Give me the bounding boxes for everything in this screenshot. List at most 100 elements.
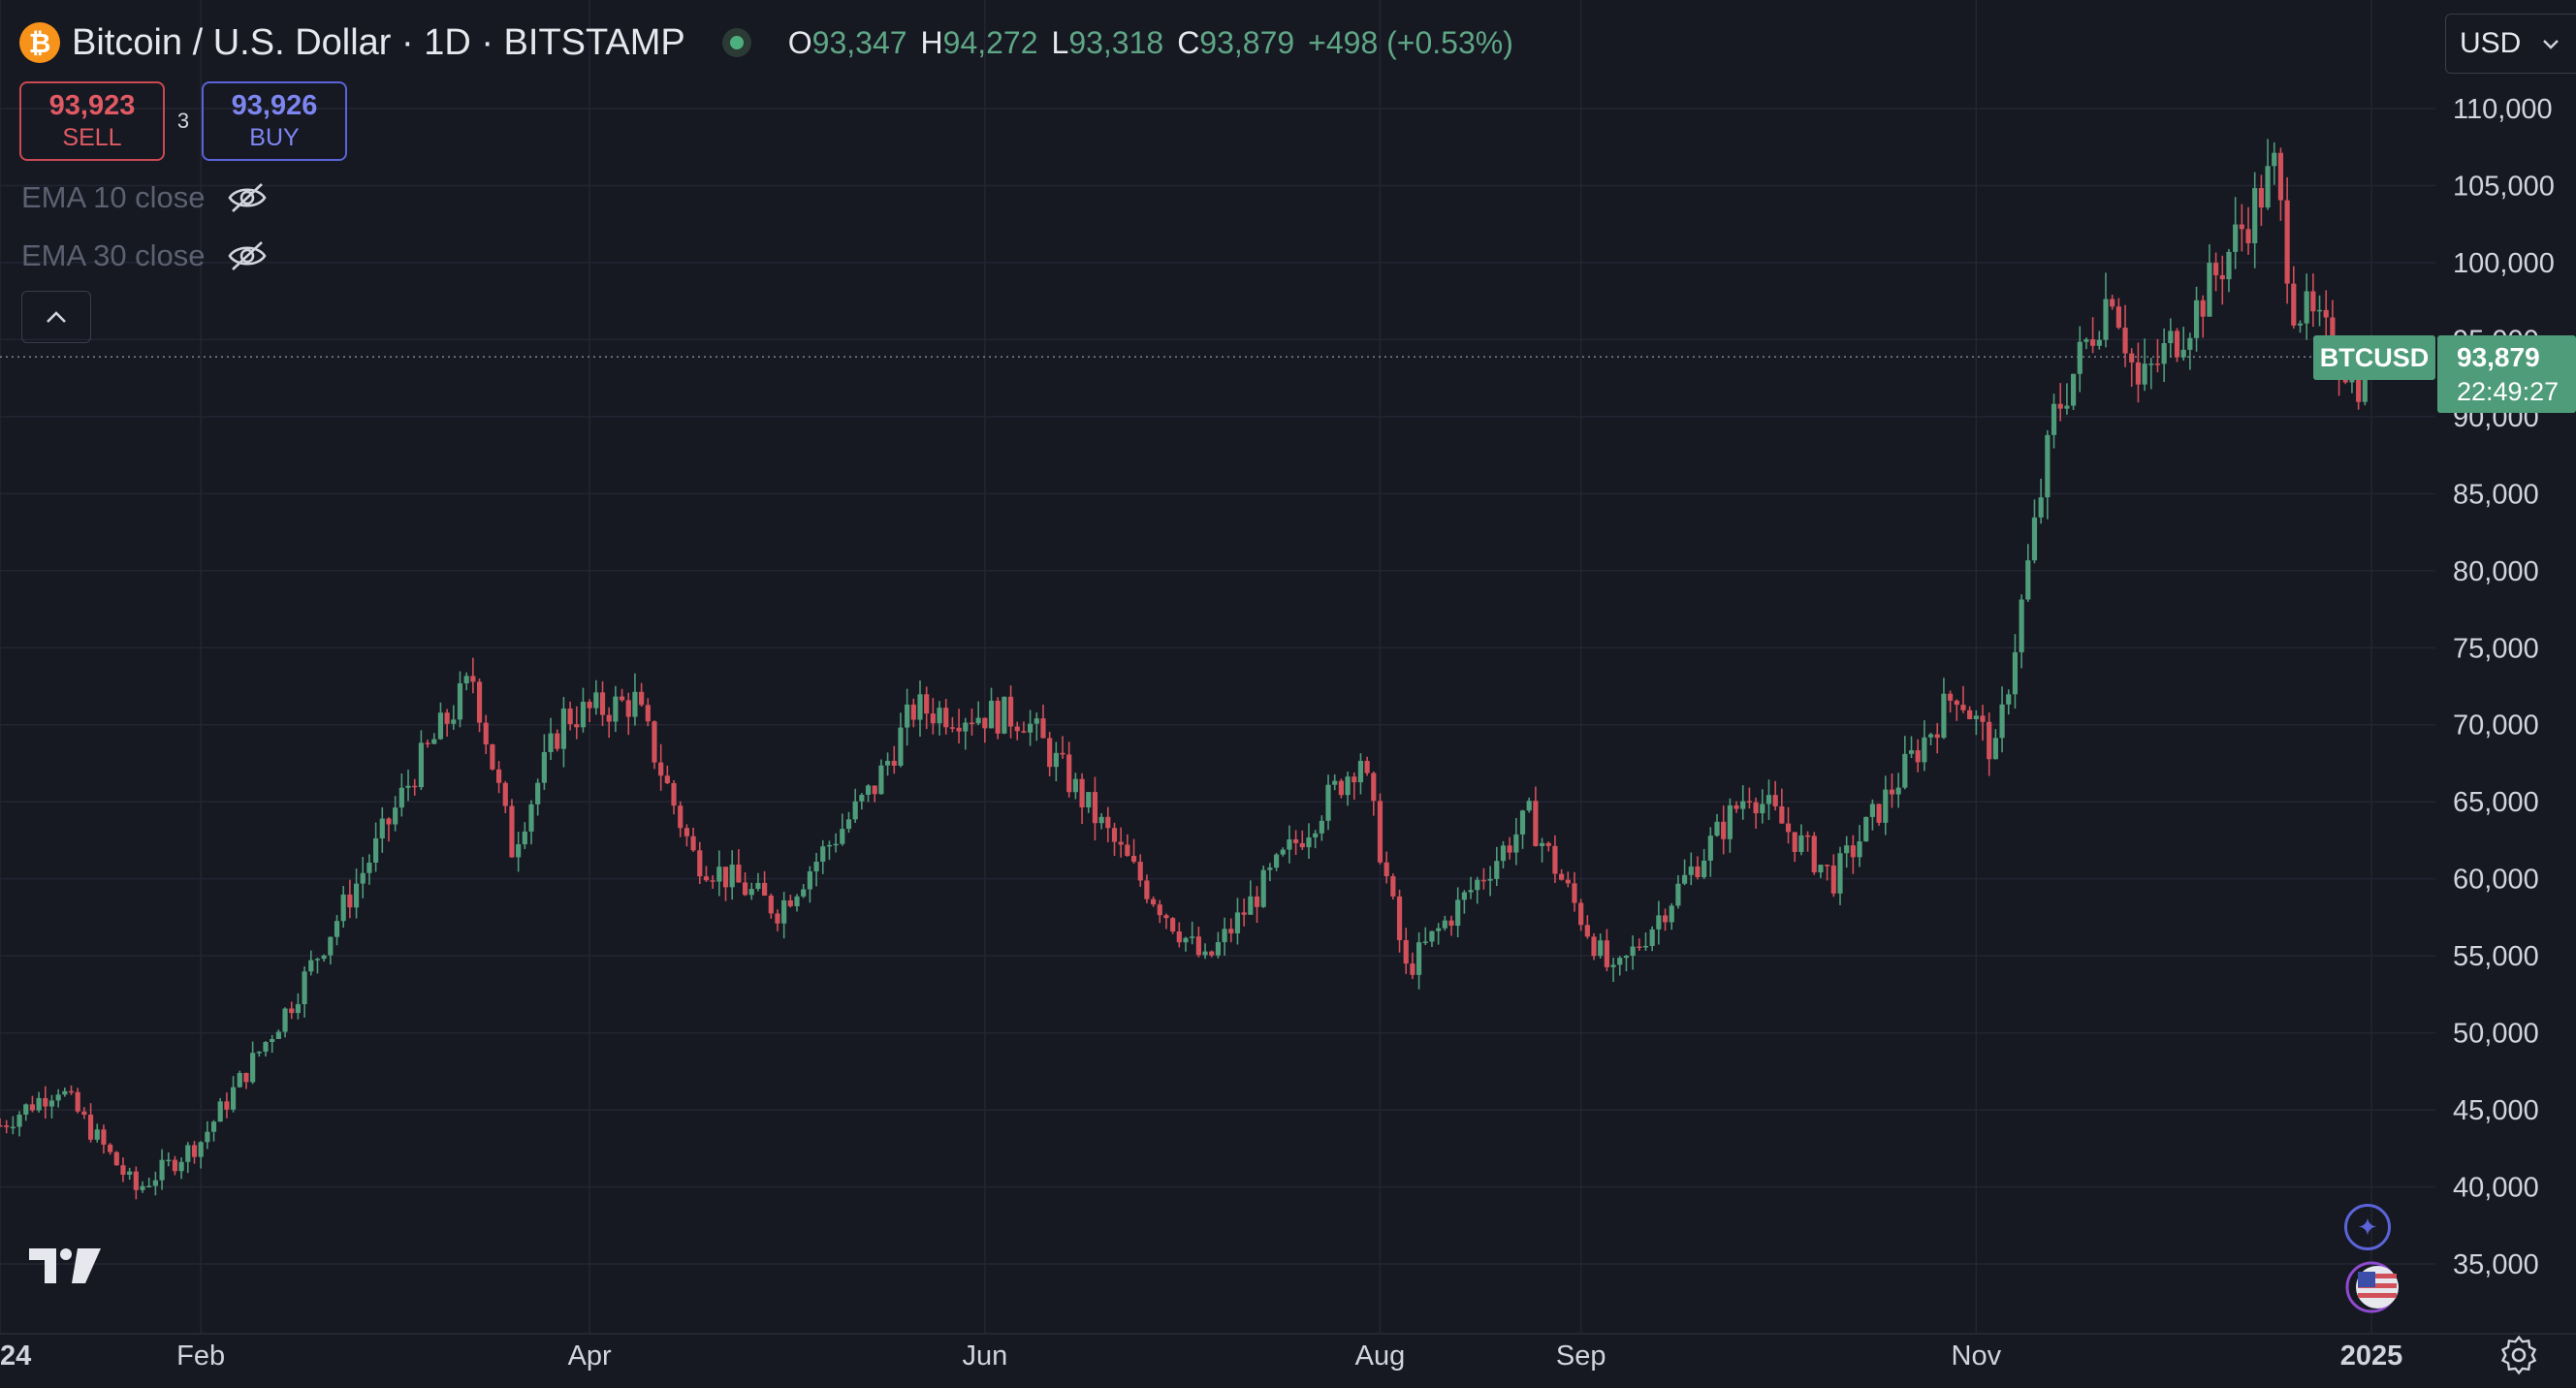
candle — [943, 699, 949, 735]
indicator-ema-30[interactable]: EMA 30 close — [21, 238, 268, 273]
candle — [1183, 936, 1189, 952]
candle — [159, 1149, 165, 1190]
candle — [1649, 926, 1655, 952]
candle — [775, 909, 780, 931]
candle — [2110, 295, 2115, 310]
candle — [794, 894, 800, 912]
indicator-ema-10[interactable]: EMA 10 close — [21, 180, 268, 215]
candle — [302, 966, 307, 1018]
candle — [1572, 871, 1577, 912]
candle — [1753, 797, 1759, 829]
tradingview-logo-icon[interactable] — [27, 1246, 103, 1285]
eye-off-icon[interactable] — [227, 239, 268, 272]
candle — [865, 784, 872, 803]
y-tick-label: 105,000 — [2453, 171, 2555, 202]
candle — [1889, 773, 1895, 808]
candle — [1137, 854, 1143, 887]
candle — [1617, 956, 1623, 976]
candle — [1195, 927, 1201, 958]
candle — [2006, 689, 2012, 715]
candle — [108, 1143, 113, 1155]
candle — [2219, 255, 2225, 305]
candle — [820, 839, 826, 874]
y-tick-label: 55,000 — [2453, 941, 2539, 972]
sell-button[interactable]: 93,923 SELL — [19, 81, 165, 161]
gear-icon[interactable] — [2497, 1334, 2540, 1376]
candle — [787, 895, 793, 908]
candle — [29, 1095, 36, 1113]
candle — [1519, 809, 1526, 849]
candle — [722, 867, 729, 901]
candle — [166, 1151, 172, 1167]
candle — [1202, 943, 1208, 960]
candle — [2316, 295, 2323, 327]
candle — [1092, 776, 1098, 841]
candle — [1150, 896, 1157, 907]
candle — [140, 1181, 145, 1193]
x-tick-label: 2025 — [2340, 1341, 2403, 1372]
candle — [1695, 856, 1701, 880]
candle — [1507, 836, 1512, 860]
candle — [1332, 773, 1338, 791]
candle — [930, 698, 936, 735]
candle — [1948, 690, 1954, 713]
candle — [2180, 327, 2186, 362]
candle — [937, 701, 942, 736]
candle — [1584, 915, 1590, 939]
candle — [2304, 273, 2309, 340]
candle — [748, 882, 754, 900]
candle — [146, 1177, 152, 1188]
eye-off-icon[interactable] — [227, 181, 268, 214]
candle — [62, 1087, 68, 1097]
candle — [1442, 915, 1447, 931]
chevron-up-icon — [47, 311, 66, 323]
candle — [75, 1088, 80, 1114]
candle — [658, 743, 664, 791]
candle — [172, 1155, 178, 1176]
candle — [2239, 204, 2244, 252]
candle — [742, 871, 748, 897]
candle — [1034, 712, 1039, 741]
collapse-legend-button[interactable] — [21, 291, 91, 343]
candle — [373, 822, 379, 872]
candle — [1533, 786, 1539, 847]
candle — [522, 822, 527, 850]
candle — [1313, 830, 1319, 849]
candle — [23, 1103, 29, 1121]
candle — [1480, 868, 1487, 890]
candle — [1190, 921, 1195, 945]
candle — [1254, 886, 1260, 924]
y-tick-label: 70,000 — [2453, 710, 2539, 741]
candle — [1798, 824, 1804, 856]
candle — [405, 770, 411, 802]
candle — [10, 1116, 16, 1135]
sparkle-icon[interactable]: ✦ — [2344, 1204, 2391, 1250]
trade-panel: 93,923 SELL 3 93,926 BUY — [19, 81, 347, 161]
candle — [1967, 706, 1973, 720]
candle — [924, 686, 930, 730]
candle — [263, 1041, 269, 1057]
y-tick-label: 45,000 — [2453, 1095, 2539, 1126]
buy-button[interactable]: 93,926 BUY — [202, 81, 347, 161]
candle — [1623, 955, 1630, 972]
candle — [1960, 685, 1966, 713]
last-price-label: 93,879 22:49:27 — [2437, 335, 2576, 413]
currency-select[interactable]: USD — [2445, 14, 2576, 74]
candle — [555, 729, 560, 752]
candle — [340, 885, 346, 929]
candle — [490, 743, 495, 771]
candle — [729, 850, 735, 900]
candle — [755, 872, 761, 892]
candle — [1293, 830, 1299, 855]
candle — [1895, 773, 1901, 808]
symbol-title[interactable]: Bitcoin / U.S. Dollar · 1D · BITSTAMP — [72, 21, 685, 63]
candle — [210, 1120, 217, 1142]
candle — [1850, 835, 1856, 874]
candle — [2187, 332, 2193, 370]
candle — [1157, 899, 1162, 924]
us-flag-icon[interactable] — [2344, 1260, 2404, 1314]
candle — [1396, 889, 1403, 953]
candle — [535, 778, 541, 816]
candle — [619, 688, 625, 703]
